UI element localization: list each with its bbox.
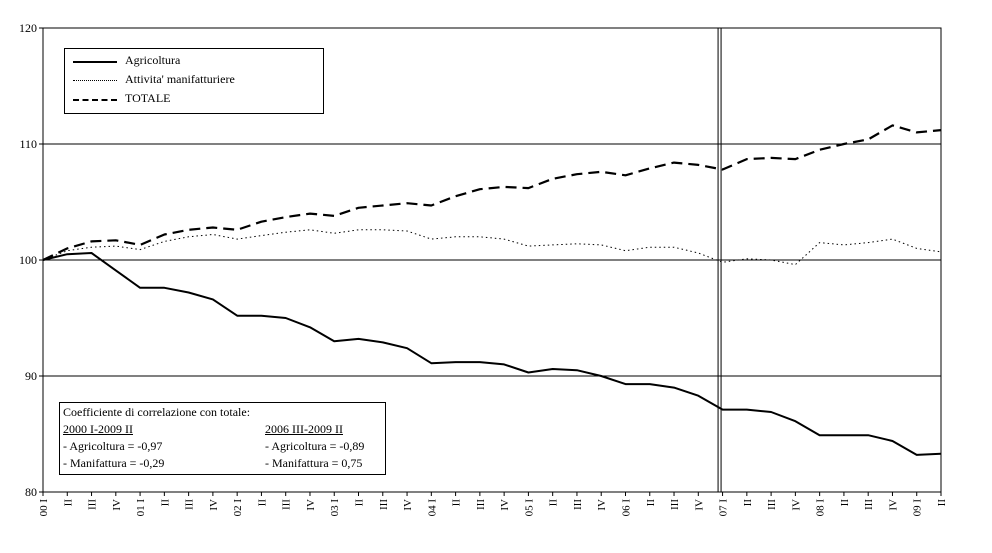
x-tick-label: 01 I bbox=[135, 499, 147, 517]
x-tick-label: IV bbox=[790, 499, 802, 511]
x-tick-label: IV bbox=[305, 499, 317, 511]
y-tick-label: 110 bbox=[19, 137, 37, 151]
x-tick-labels: 00 I II III IV 01 I II III IV 02 I II III IV 03 I II I… bbox=[38, 499, 948, 517]
y-tick-labels: 80 90 100 110 120 bbox=[19, 21, 37, 499]
x-tick-label: II bbox=[645, 499, 657, 507]
x-tick-label: II bbox=[548, 499, 560, 507]
x-tick-label: IV bbox=[499, 499, 511, 511]
legend-swatch-dashed bbox=[73, 99, 117, 101]
x-tick-label: III bbox=[863, 499, 875, 510]
legend-label: TOTALE bbox=[125, 91, 171, 105]
legend-item-totale: TOTALE bbox=[65, 90, 323, 108]
series-lines bbox=[42, 124, 942, 456]
legend-label: Agricoltura bbox=[125, 53, 181, 67]
x-tick-label: III bbox=[184, 499, 196, 510]
x-tick-label: III bbox=[87, 499, 99, 510]
x-tick-label: IV bbox=[887, 499, 899, 511]
x-tick-label: 06 I bbox=[620, 499, 632, 517]
x-tick-label: II bbox=[936, 499, 948, 507]
series-line-dashed bbox=[42, 124, 942, 261]
x-tick-label: 04 I bbox=[426, 499, 438, 517]
x-tick-label: III bbox=[475, 499, 487, 510]
x-tick-label: IV bbox=[693, 499, 705, 511]
y-tick-label: 100 bbox=[19, 253, 37, 267]
x-tick-label: 03 I bbox=[329, 499, 341, 517]
vertical-marker bbox=[717, 28, 722, 492]
x-tick-label: II bbox=[159, 499, 171, 507]
x-tick-label: III bbox=[669, 499, 681, 510]
x-tick-label: III bbox=[572, 499, 584, 510]
legend-label: Attivita' manifatturiere bbox=[125, 72, 235, 86]
x-tick-label: III bbox=[281, 499, 293, 510]
x-tick-label: II bbox=[839, 499, 851, 507]
x-tick-label: IV bbox=[208, 499, 220, 511]
series-line-dotted bbox=[42, 229, 942, 266]
period-1-manifattura: - Manifattura = -0,29 bbox=[63, 456, 165, 470]
x-tick-label: II bbox=[451, 499, 463, 507]
correlation-box: Coefficiente di correlazione con totale:… bbox=[59, 402, 386, 475]
x-tick-label: II bbox=[62, 499, 74, 507]
x-tick-label: II bbox=[354, 499, 366, 507]
x-tick-label: IV bbox=[402, 499, 414, 511]
x-tick-label: 09 I bbox=[912, 499, 924, 517]
x-tick-label: 05 I bbox=[523, 499, 535, 517]
period-2-label: 2006 III-2009 II bbox=[265, 422, 343, 436]
legend-item-manifatturiere: Attivita' manifatturiere bbox=[65, 71, 323, 89]
period-1-label: 2000 I-2009 II bbox=[63, 422, 133, 436]
legend-swatch-dotted bbox=[73, 80, 117, 81]
period-2-agricoltura: - Agricoltura = -0,89 bbox=[265, 439, 365, 453]
legend: Agricoltura Attivita' manifatturiere TOT… bbox=[64, 48, 324, 114]
x-tick-label: 00 I bbox=[38, 499, 50, 517]
x-tick-label: IV bbox=[596, 499, 608, 511]
x-tick-label: III bbox=[766, 499, 778, 510]
x-tick-label: III bbox=[378, 499, 390, 510]
x-tick-label: 02 I bbox=[232, 499, 244, 517]
x-tick-label: 08 I bbox=[815, 499, 827, 517]
legend-swatch-solid bbox=[73, 61, 117, 63]
y-tick-label: 90 bbox=[25, 369, 37, 383]
series-line-solid bbox=[42, 252, 942, 456]
legend-item-agricoltura: Agricoltura bbox=[65, 52, 323, 70]
x-tick-label: IV bbox=[111, 499, 123, 511]
x-tick-label: 07 I bbox=[718, 499, 730, 517]
period-2-manifattura: - Manifattura = 0,75 bbox=[265, 456, 363, 470]
y-tick-label: 120 bbox=[19, 21, 37, 35]
x-tick-label: II bbox=[742, 499, 754, 507]
x-tick-label: II bbox=[256, 499, 268, 507]
y-tick-label: 80 bbox=[25, 485, 37, 499]
period-1-agricoltura: - Agricoltura = -0,97 bbox=[63, 439, 163, 453]
correlation-title: Coefficiente di correlazione con totale: bbox=[63, 405, 251, 419]
